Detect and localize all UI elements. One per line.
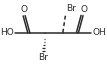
- Text: O: O: [21, 5, 28, 14]
- Text: OH: OH: [92, 28, 106, 37]
- Text: Br: Br: [39, 53, 48, 62]
- Text: O: O: [80, 5, 88, 14]
- Text: Br: Br: [67, 4, 76, 13]
- Text: HO: HO: [0, 28, 14, 37]
